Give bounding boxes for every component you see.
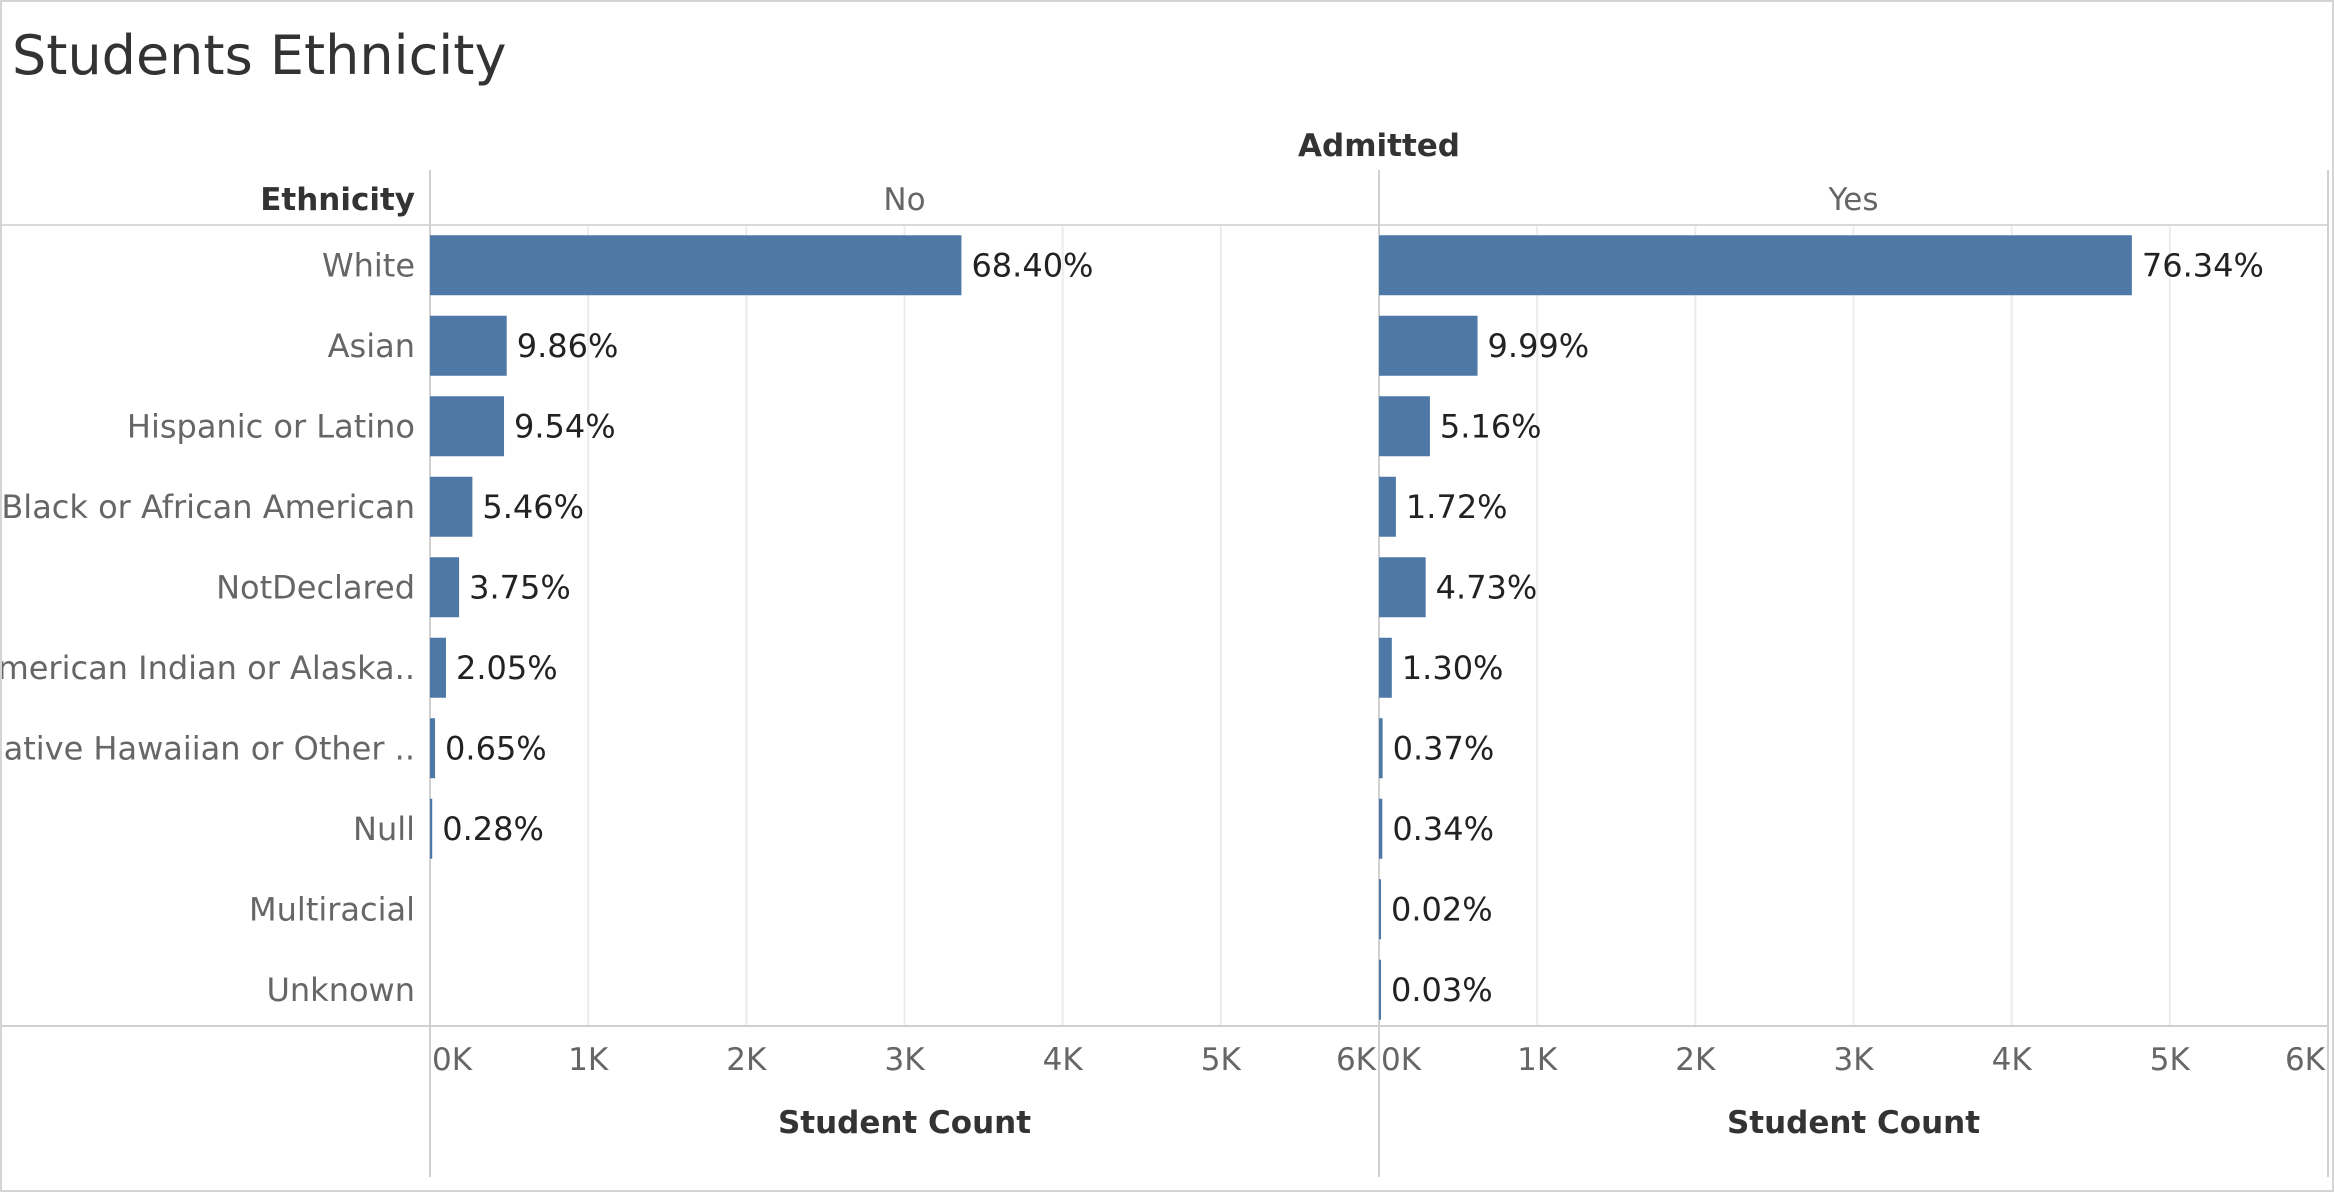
data-label: 3.75%: [469, 568, 571, 606]
data-label: 76.34%: [2142, 246, 2264, 284]
axis-tick-label: 5K: [1201, 1042, 1242, 1078]
category-label: White: [322, 246, 415, 284]
axis-tick-label: 5K: [2150, 1042, 2191, 1078]
data-label: 0.65%: [445, 729, 547, 767]
data-label: 0.02%: [1391, 890, 1493, 928]
data-label: 1.30%: [1402, 649, 1504, 687]
data-label: 0.34%: [1392, 810, 1494, 848]
data-label: 2.05%: [456, 649, 558, 687]
bar[interactable]: [1379, 235, 2132, 296]
bar[interactable]: [1379, 315, 1478, 376]
data-label: 0.28%: [442, 810, 544, 848]
axis-tick-label: 2K: [726, 1042, 767, 1078]
bar[interactable]: [1379, 396, 1430, 457]
axis-tick-label: 6K: [2285, 1042, 2326, 1078]
category-label: American Indian or Alaska..: [2, 649, 415, 687]
category-label: Black or African American: [2, 488, 415, 526]
data-label: 5.16%: [1440, 407, 1542, 445]
column-header: Admitted: [1298, 128, 1460, 164]
axis-tick-label: 4K: [1043, 1042, 1084, 1078]
axis-tick-label: 6K: [1336, 1042, 1377, 1078]
axis-title: Student Count: [1727, 1105, 1980, 1141]
row-header: Ethnicity: [260, 182, 415, 218]
bar[interactable]: [430, 798, 433, 859]
panel-header-yes: Yes: [1827, 182, 1878, 218]
bar[interactable]: [1379, 798, 1383, 859]
data-label: 9.99%: [1488, 327, 1590, 365]
category-label: Null: [353, 810, 415, 848]
bar[interactable]: [1379, 557, 1426, 618]
category-label: Native Hawaiian or Other ..: [2, 729, 415, 767]
axis-tick-label: 4K: [1992, 1042, 2033, 1078]
axis-title: Student Count: [778, 1105, 1031, 1141]
data-label: 0.03%: [1391, 971, 1493, 1009]
data-label: 1.72%: [1406, 488, 1508, 526]
axis-tick-label: 0K: [432, 1042, 473, 1078]
category-label: Hispanic or Latino: [127, 407, 415, 445]
axis-tick-label: 1K: [568, 1042, 609, 1078]
bar[interactable]: [430, 315, 507, 376]
chart-title: Students Ethnicity: [12, 24, 507, 87]
data-label: 9.86%: [517, 327, 619, 365]
bar[interactable]: [430, 637, 446, 698]
category-label: Unknown: [266, 971, 415, 1009]
axis-tick-label: 3K: [1833, 1042, 1874, 1078]
category-label: NotDeclared: [216, 568, 415, 606]
panel-header-no: No: [883, 182, 925, 218]
bar[interactable]: [430, 235, 962, 296]
bar[interactable]: [1379, 637, 1392, 698]
bar[interactable]: [1379, 879, 1381, 940]
category-label: Multiracial: [249, 890, 415, 928]
bar[interactable]: [1379, 718, 1383, 779]
bar[interactable]: [1379, 959, 1381, 1020]
data-label: 5.46%: [482, 488, 584, 526]
axis-tick-label: 2K: [1675, 1042, 1716, 1078]
bar[interactable]: [430, 557, 460, 618]
bar[interactable]: [430, 718, 436, 779]
axis-tick-label: 0K: [1381, 1042, 1422, 1078]
data-label: 9.54%: [514, 407, 616, 445]
axis-tick-label: 3K: [884, 1042, 925, 1078]
category-label: Asian: [328, 327, 415, 365]
data-label: 68.40%: [971, 246, 1093, 284]
data-label: 4.73%: [1436, 568, 1538, 606]
bar[interactable]: [1379, 476, 1396, 537]
bar[interactable]: [430, 476, 473, 537]
bar[interactable]: [430, 396, 505, 457]
data-label: 0.37%: [1393, 729, 1495, 767]
axis-tick-label: 1K: [1517, 1042, 1558, 1078]
